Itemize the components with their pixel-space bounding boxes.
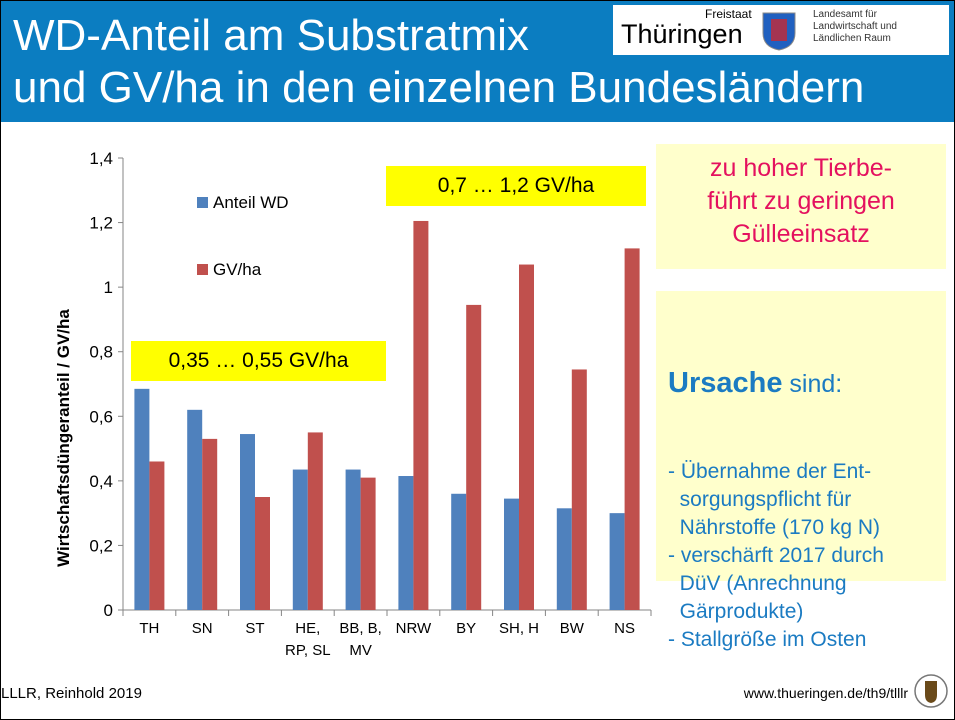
conclusion-line: führt zu geringen: [707, 187, 895, 215]
y-tick-label: 1: [104, 278, 113, 297]
logo: Freistaat Thüringen Landesamt für Landwi…: [613, 5, 949, 55]
agency-line: Landwirtschaft und: [813, 21, 897, 32]
bar: [466, 304, 482, 610]
legend-label: GV/ha: [213, 260, 262, 279]
y-tick-label: 0: [104, 601, 113, 620]
y-tick-label: 1,4: [89, 149, 113, 168]
cause-box: Ursache sind: - Übernahme der Ent- sorgu…: [656, 291, 946, 651]
x-tick-label: BY: [456, 620, 477, 637]
bar: [292, 469, 308, 610]
x-tick-label: ST: [245, 620, 265, 637]
chart-area: Wirtschaftsdüngeranteil / GV/ha 0 0,2 0,4 0…: [1, 122, 954, 682]
bar: [398, 476, 414, 610]
conclusion-line: zu hoher Tierbe-: [709, 154, 893, 182]
bar: [149, 461, 165, 610]
bar: [413, 220, 429, 610]
bar: [624, 248, 640, 610]
footer-logo: [914, 674, 948, 708]
x-tick-label: BW: [559, 620, 584, 637]
bar: [504, 498, 519, 610]
y-tick-label: 0,4: [89, 472, 113, 491]
x-tick-label: NRW: [395, 620, 432, 637]
x-tick-label: SH, H: [498, 620, 539, 637]
bar: [609, 513, 625, 610]
bar: [255, 497, 270, 610]
bar: [571, 369, 587, 610]
y-tick-label: 0,2: [89, 536, 113, 555]
conclusion-box: zu hoher Tierbe- führt zu geringen Gülle…: [656, 144, 946, 269]
bar: [360, 477, 376, 610]
cause-line: - Übernahme der Ent-: [668, 460, 872, 483]
annotation: 0,35 … 0,55 GV/ha: [131, 341, 386, 381]
annotation: 0,7 … 1,2 GV/ha: [386, 166, 646, 206]
bar: [307, 432, 323, 610]
agency: Landesamt für Landwirtschaft und Ländlic…: [813, 9, 897, 45]
bar: [202, 438, 218, 610]
bar: [134, 388, 150, 610]
logo-state: Freistaat: [705, 7, 752, 21]
bar: [345, 469, 361, 610]
bar: [187, 409, 203, 610]
x-tick-label: NS: [614, 620, 636, 637]
x-tick-label: HE, RP, SL: [285, 620, 331, 659]
y-axis-label: Wirtschaftsdüngeranteil / GV/ha: [54, 309, 73, 567]
legend-label: Anteil WD: [213, 193, 289, 212]
cause-line: - Stallgröße im Osten: [668, 628, 867, 651]
x-tick-label: TH: [139, 620, 160, 637]
footer-left: LLLR, Reinhold 2019: [1, 685, 142, 702]
footer-right: www.thueringen.de/th9/tlllr: [743, 685, 908, 701]
cause-line: - verschärft 2017 durch: [668, 544, 884, 567]
y-tick-label: 1,2: [89, 214, 113, 233]
cause-line: Gärprodukte): [668, 600, 804, 623]
cause-line: sorgungspflicht für: [668, 488, 852, 511]
y-tick-label: 0,8: [89, 343, 113, 362]
title-line: und GV/ha in den einzelnen Bundesländern: [13, 63, 865, 112]
cause-line: DüV (Anrechnung: [668, 572, 847, 595]
legend-swatch: [197, 264, 208, 275]
bar: [519, 264, 534, 610]
legend-swatch: [197, 197, 208, 208]
coat-of-arms: [762, 12, 796, 51]
bar: [240, 434, 255, 610]
cause-suffix: sind:: [782, 370, 843, 398]
bar: [556, 508, 572, 610]
y-tick-label: 0,6: [89, 407, 113, 426]
x-tick-label: SN: [191, 620, 213, 637]
conclusion-line: Gülleeinsatz: [732, 220, 870, 248]
agency-line: Ländlichen Raum: [813, 33, 891, 44]
bar: [451, 493, 467, 610]
cause-line: Nährstoffe (170 kg N): [668, 516, 881, 539]
title-line: WD-Anteil am Substratmix: [13, 11, 529, 60]
cause-heading: Ursache: [668, 367, 783, 399]
chart: Wirtschaftsdüngeranteil / GV/ha 0 0,2 0,4 0…: [54, 149, 652, 620]
x-tick-label: BB, B, MV: [339, 620, 382, 659]
agency-line: Landesamt für: [813, 9, 877, 20]
logo-name: Thüringen: [621, 19, 743, 49]
title-banner: WD-Anteil am Substratmix und GV/ha in de…: [1, 1, 954, 122]
cause-heading-row: Ursache sind:: [668, 365, 946, 402]
